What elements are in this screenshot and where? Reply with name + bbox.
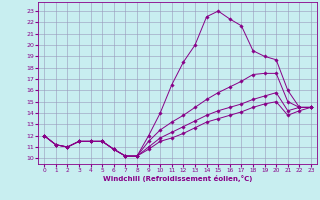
- X-axis label: Windchill (Refroidissement éolien,°C): Windchill (Refroidissement éolien,°C): [103, 175, 252, 182]
